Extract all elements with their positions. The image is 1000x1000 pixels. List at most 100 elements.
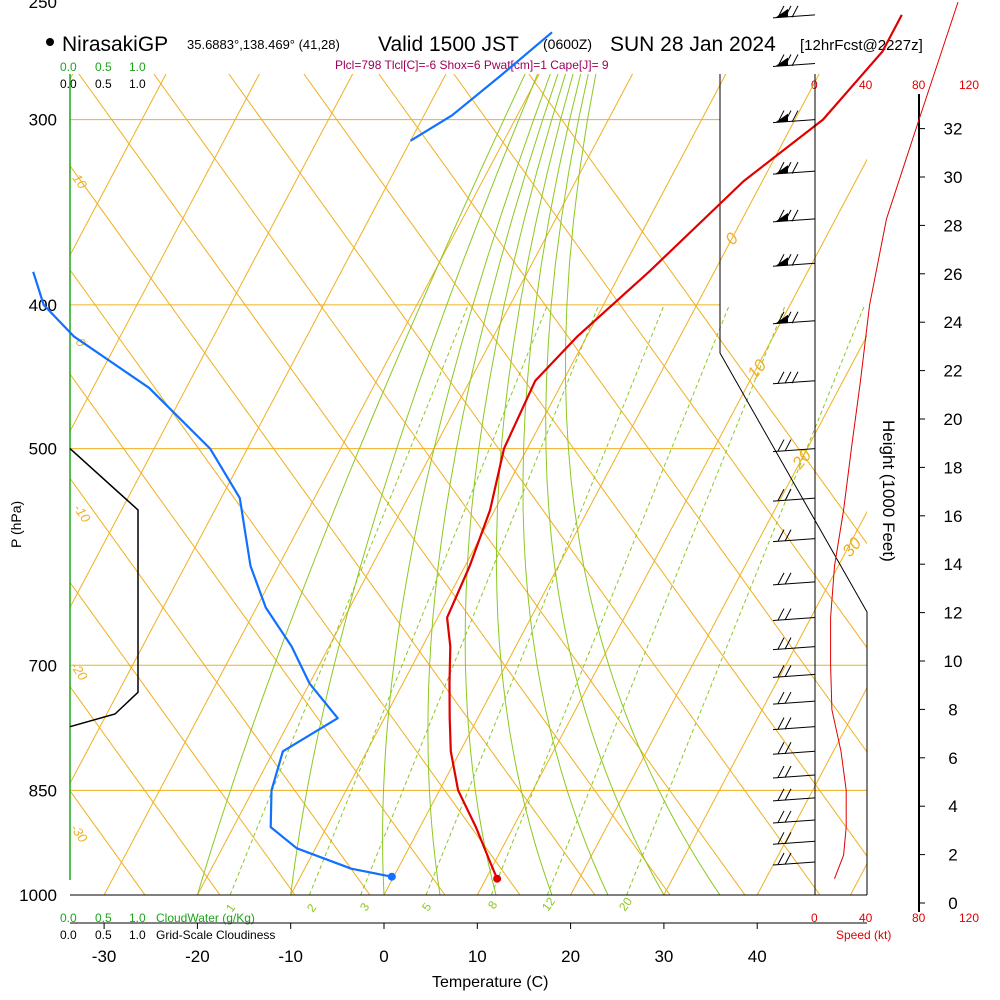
isotherm-line <box>70 74 167 257</box>
station-dot-icon <box>46 38 54 46</box>
wind-barb-flag <box>784 439 792 452</box>
mixing-ratio-line <box>360 304 600 895</box>
height-tick-label: 8 <box>948 700 957 719</box>
dry-adiabat-line <box>153 74 746 895</box>
temperature-line <box>446 14 903 880</box>
wind-barb <box>772 665 816 678</box>
mixing-ratio-label: 3 <box>357 900 372 914</box>
wind-barb-staff <box>772 819 816 824</box>
wind-barb-flag <box>791 209 799 222</box>
height-tick-label: 18 <box>944 458 963 477</box>
moist-adiabat-line <box>290 74 539 895</box>
wind-barb-flag <box>784 665 792 678</box>
wind-barb <box>772 5 816 19</box>
mixing-ratio-label: 2 <box>304 901 319 915</box>
wind-barb <box>772 691 816 705</box>
wind-barb-flag <box>784 572 792 585</box>
wind-barb-flag <box>784 788 792 801</box>
dry-adiabat-line <box>70 894 71 895</box>
cloudiness-line <box>69 448 139 728</box>
wind-barb-staff <box>772 538 816 543</box>
height-tick-label: 16 <box>944 507 963 526</box>
wind-barb <box>772 311 816 325</box>
x-tick-label: -30 <box>92 947 117 966</box>
wind-barb <box>772 742 816 755</box>
speed-bottom-ticks: 0 40 80 120 Speed (kt) <box>811 911 979 942</box>
station-coords: 35.6883°,138.469° (41,28) <box>187 37 340 52</box>
x-tick-label: 30 <box>654 947 673 966</box>
cloudiness-title: Grid-Scale Cloudiness <box>156 928 275 942</box>
wind-barb-pennant <box>775 314 788 324</box>
wind-barb-pennant <box>775 165 788 175</box>
mixing-ratio-line <box>546 304 786 895</box>
wind-barb <box>772 254 816 267</box>
isotherm-line <box>383 74 820 895</box>
indices-line: Plcl=798 Tlcl[C]=-6 Shox=6 Pwat[cm]=1 Ca… <box>335 58 609 72</box>
svg-text:0.0: 0.0 <box>60 60 77 74</box>
wind-barb <box>772 852 816 866</box>
wind-barb-flag <box>791 5 799 18</box>
wind-barb-staff <box>772 380 816 385</box>
wind-barb-flag <box>784 742 792 755</box>
wind-barb <box>772 110 816 124</box>
wind-barb-flag <box>784 637 792 650</box>
svg-text:1.0: 1.0 <box>129 77 146 91</box>
moist-adiabat-line <box>427 74 559 895</box>
svg-text:0.0: 0.0 <box>60 928 77 942</box>
dry-adiabat-line <box>70 373 446 895</box>
height-tick-label: 30 <box>944 168 963 187</box>
mixing-ratio-label: 20 <box>616 894 635 913</box>
height-tick-label: 10 <box>944 652 963 671</box>
wind-barb <box>772 488 816 502</box>
wind-barb-flag <box>777 742 785 755</box>
wind-barb-staff <box>772 646 816 651</box>
wind-barb-flag <box>777 665 785 678</box>
sounding-series <box>32 14 903 883</box>
wind-barb <box>772 572 816 586</box>
mixing-ratio-line <box>308 304 548 895</box>
height-tick-label: 14 <box>944 555 963 574</box>
isotherm-label: 0 <box>722 229 743 249</box>
height-tick-label: 22 <box>944 362 963 381</box>
svg-text:0.5: 0.5 <box>95 911 112 925</box>
wind-barb-flag <box>777 832 785 845</box>
mixing-ratio-label: 12 <box>539 894 558 913</box>
wind-barb-staff <box>772 750 816 755</box>
wind-barb-pennant <box>775 212 788 222</box>
date-label: SUN 28 Jan 2024 <box>610 33 776 56</box>
wind-barb-flag <box>784 765 792 778</box>
wind-barb-pennant <box>775 57 788 67</box>
mixing-ratio-line <box>425 304 665 895</box>
wind-barb-flag <box>784 529 792 542</box>
wind-barb-pennant <box>775 257 788 267</box>
x-tick-label: 20 <box>561 947 580 966</box>
svg-text:0.5: 0.5 <box>95 77 112 91</box>
wind-barb-staff <box>772 700 816 705</box>
wind-barb <box>772 439 816 453</box>
svg-text:80: 80 <box>912 78 926 92</box>
dry-adiabat-line <box>228 74 821 895</box>
mixing-ratio-line <box>490 304 730 895</box>
wind-barb-flag <box>777 852 785 865</box>
moist-adiabat-line <box>545 74 665 895</box>
mixing-ratio-lines <box>229 304 866 895</box>
mixing-ratio-line <box>626 304 866 895</box>
wind-barb-flag <box>777 810 785 823</box>
dewpoint-line <box>32 271 393 878</box>
wind-barb-flag <box>784 852 792 865</box>
wind-barb-pennant <box>775 8 788 18</box>
y-tick-label: 1000 <box>19 886 57 905</box>
isotherm-line <box>290 74 727 895</box>
speed-title: Speed (kt) <box>836 928 891 942</box>
wind-barb <box>772 765 816 779</box>
wind-barb-staff <box>772 774 816 779</box>
x-axis-title: Temperature (C) <box>432 974 548 991</box>
dry-adiabat-line <box>303 74 867 857</box>
forecast-label: [12hrFcst@2227z] <box>800 37 923 54</box>
wind-barb <box>772 832 816 845</box>
y-tick-label: 250 <box>29 0 57 12</box>
dry-adiabat-line <box>528 74 867 545</box>
surface-temperature-marker <box>493 874 502 883</box>
wind-barb-flag <box>791 254 799 267</box>
